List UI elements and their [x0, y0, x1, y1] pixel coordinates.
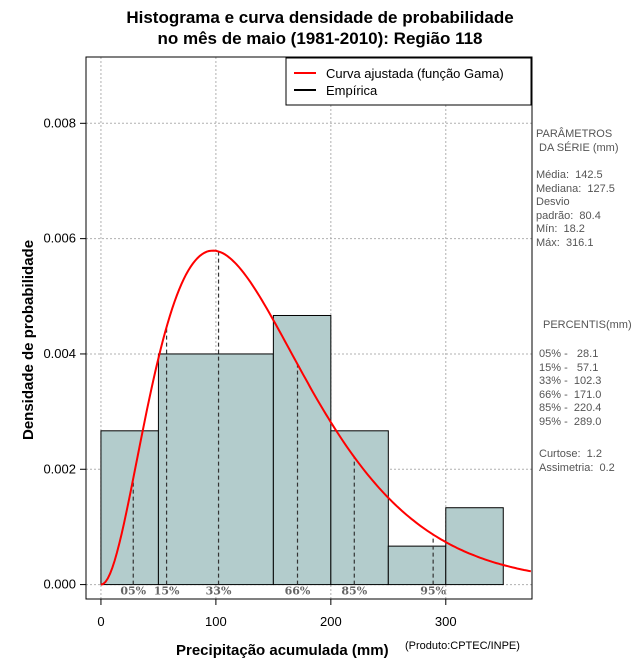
- histogram-bar: [157, 353, 274, 586]
- x-axis-label: Precipitação acumulada (mm): [176, 642, 389, 659]
- y-tick-label: 0.000: [43, 577, 76, 592]
- x-tick-label: 200: [320, 614, 342, 629]
- y-tick-label: 0.004: [43, 346, 76, 361]
- x-tick-label: 0: [97, 614, 104, 629]
- y-tick-label: 0.002: [43, 461, 76, 476]
- percentile-label: 95%: [420, 585, 446, 598]
- chart-title-line1: Histograma e curva densidade de probabil…: [126, 8, 514, 27]
- percentile-label: 15%: [154, 585, 180, 598]
- legend-box: [285, 57, 532, 106]
- y-tick-label: 0.008: [43, 115, 76, 130]
- params-title: PARÂMETROS DA SÉRIE (mm): [536, 128, 619, 154]
- shape-stats: Curtose: 1.2 Assimetria: 0.2: [539, 448, 615, 474]
- legend-label: Empírica: [326, 83, 378, 98]
- histogram-bar: [272, 314, 332, 586]
- y-tick-label: 0.006: [43, 231, 76, 246]
- histogram-bar: [330, 430, 389, 586]
- plot-frame: [85, 56, 533, 600]
- chart-title-line2: no mês de maio (1981-2010): Região 118: [157, 29, 483, 48]
- percentile-label: 05%: [120, 585, 146, 598]
- product-credit: (Produto:CPTEC/INPE): [405, 640, 520, 652]
- percentis-title: PERCENTIS(mm): [543, 319, 632, 331]
- y-axis-label: Densidade de probabilidade: [20, 239, 37, 440]
- x-tick-label: 100: [205, 614, 227, 629]
- gamma-curve: [100, 249, 532, 586]
- percentile-label: 85%: [341, 585, 367, 598]
- histogram-bar: [387, 545, 447, 586]
- legend-label: Curva ajustada (função Gama): [326, 66, 504, 81]
- params-values: Média: 142.5 Mediana: 127.5 Desvio padrã…: [536, 169, 615, 249]
- percentile-label: 66%: [285, 585, 311, 598]
- percentile-label: 33%: [206, 585, 232, 598]
- histogram-bar: [100, 430, 159, 586]
- x-tick-label: 300: [435, 614, 457, 629]
- percentis-values: 05% - 28.1 15% - 57.1 33% - 102.3 66% - …: [539, 348, 602, 428]
